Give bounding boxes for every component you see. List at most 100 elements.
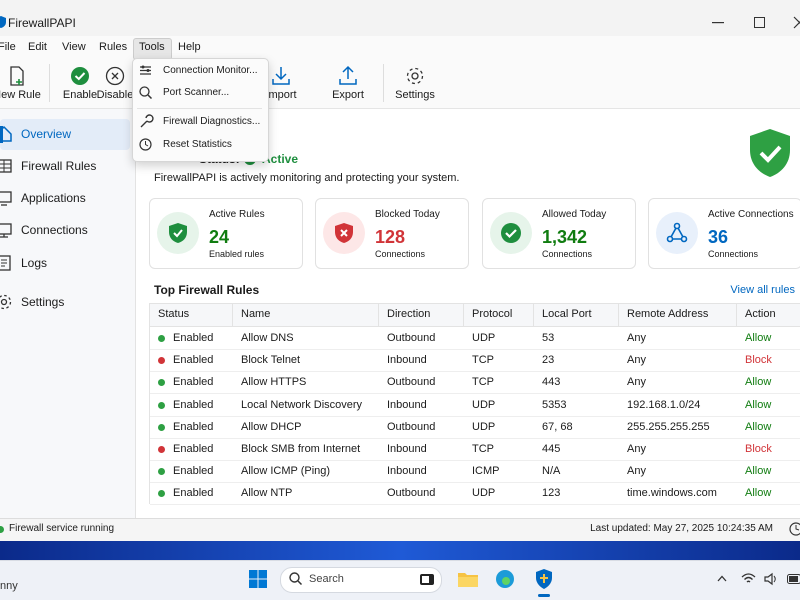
table-cell: Outbound bbox=[387, 420, 436, 433]
table-cell: Allow DNS bbox=[241, 332, 294, 344]
sidebar-accent bbox=[0, 126, 3, 143]
sidebar-icon[interactable] bbox=[0, 255, 12, 271]
dropdown-icon bbox=[139, 86, 153, 100]
toolbar-button[interactable]: Disable bbox=[96, 89, 134, 101]
table-cell: Enabled bbox=[173, 354, 214, 367]
column-header: Status bbox=[158, 308, 190, 320]
menu-item[interactable]: Edit bbox=[28, 41, 47, 53]
table-cell: Enabled bbox=[173, 332, 214, 344]
sidebar-item[interactable]: Settings bbox=[21, 295, 65, 309]
row-divider bbox=[150, 371, 800, 373]
menu-item[interactable]: View bbox=[62, 41, 86, 53]
status-dot bbox=[158, 335, 165, 342]
toolbar-icon[interactable] bbox=[7, 66, 27, 86]
toolbar-icon[interactable] bbox=[271, 66, 291, 86]
start-button[interactable] bbox=[249, 570, 267, 588]
toolbar-button[interactable]: New Rule bbox=[0, 89, 41, 101]
column-header: Local Port bbox=[542, 308, 592, 320]
card-icon bbox=[335, 223, 353, 243]
card-value: 1,342 bbox=[542, 227, 588, 247]
sidebar-item[interactable]: Applications bbox=[21, 191, 86, 205]
table-cell: Enabled bbox=[173, 398, 214, 411]
sidebar-item[interactable]: Firewall Rules bbox=[21, 159, 97, 173]
battery-icon[interactable] bbox=[787, 574, 800, 584]
close-button[interactable] bbox=[793, 16, 800, 29]
table-cell: Any bbox=[627, 354, 646, 367]
row-divider bbox=[150, 504, 800, 506]
status-dot bbox=[158, 379, 165, 387]
sidebar-selected bbox=[0, 119, 130, 150]
explorer-icon[interactable] bbox=[458, 571, 478, 587]
table-cell: Outbound bbox=[387, 332, 436, 344]
column-header: Protocol bbox=[472, 308, 513, 320]
table-cell: Allow HTTPS bbox=[241, 376, 307, 389]
toolbar-button[interactable]: Import bbox=[265, 89, 297, 101]
table-cell: ICMP bbox=[472, 465, 500, 478]
edge-icon[interactable] bbox=[495, 569, 515, 589]
dropdown-item[interactable]: Reset Statistics bbox=[163, 139, 232, 150]
table-cell: 67, 68 bbox=[542, 420, 573, 433]
minimize-button[interactable] bbox=[712, 22, 724, 24]
taskview-icon[interactable] bbox=[419, 571, 435, 587]
volume-icon[interactable] bbox=[764, 572, 778, 586]
card-subtitle: Connections bbox=[708, 249, 759, 259]
row-divider bbox=[150, 349, 800, 350]
search-text[interactable]: Search bbox=[309, 573, 344, 585]
menu-item[interactable]: Help bbox=[178, 41, 201, 53]
table-title: Top Firewall Rules bbox=[154, 283, 260, 297]
sidebar-icon[interactable] bbox=[0, 294, 12, 310]
maximize-button[interactable] bbox=[754, 17, 765, 28]
table-cell: Block Telnet bbox=[241, 354, 301, 367]
dropdown-item[interactable]: Firewall Diagnostics... bbox=[163, 116, 261, 127]
table-cell: 443 bbox=[542, 376, 561, 389]
rule-action: Allow bbox=[745, 332, 772, 344]
sidebar-icon[interactable] bbox=[0, 158, 12, 174]
table-cell: 23 bbox=[542, 354, 555, 367]
column-header: Action bbox=[745, 308, 776, 320]
column-divider bbox=[736, 304, 737, 326]
sidebar-item[interactable]: Connections bbox=[21, 223, 88, 237]
sidebar-item[interactable]: Overview bbox=[21, 127, 72, 141]
table-cell: Outbound bbox=[387, 376, 436, 389]
sidebar bbox=[0, 109, 136, 518]
toolbar-icon[interactable] bbox=[405, 66, 425, 86]
dropdown-item[interactable]: Connection Monitor... bbox=[163, 65, 258, 76]
status-value: Active bbox=[262, 152, 299, 166]
sidebar-icon[interactable] bbox=[0, 125, 12, 142]
menu-item[interactable]: File bbox=[0, 41, 16, 53]
rule-action: Allow bbox=[745, 420, 772, 433]
table-cell: Enabled bbox=[173, 487, 214, 500]
toolbar-button[interactable]: Enable bbox=[62, 89, 98, 101]
sidebar-icon[interactable] bbox=[0, 222, 12, 238]
table-cell: 53 bbox=[542, 332, 555, 344]
table-cell: Allow DHCP bbox=[241, 420, 302, 433]
status-dot bbox=[158, 490, 165, 498]
dropdown-item[interactable]: Port Scanner... bbox=[163, 87, 230, 98]
search-box[interactable] bbox=[280, 567, 442, 593]
row-divider bbox=[150, 437, 800, 439]
table-header-bg bbox=[150, 304, 800, 327]
view-all-link[interactable]: View all rules bbox=[730, 284, 795, 296]
table-frame bbox=[149, 303, 800, 504]
weather: nny bbox=[0, 580, 18, 592]
toolbar-icon[interactable] bbox=[70, 66, 90, 86]
toolbar-button[interactable]: Settings bbox=[395, 89, 435, 101]
tools-dropdown bbox=[132, 58, 269, 162]
column-header: Name bbox=[241, 308, 271, 320]
table-cell: Enabled bbox=[173, 443, 214, 455]
wifi-icon[interactable] bbox=[741, 573, 756, 584]
toolbar-icon[interactable] bbox=[338, 65, 358, 86]
firewall-taskbar-icon[interactable] bbox=[534, 568, 554, 590]
toolbar-button[interactable]: Export bbox=[332, 89, 364, 101]
column-divider bbox=[533, 304, 534, 326]
card-subtitle: Connections bbox=[375, 249, 426, 259]
tray-chevron[interactable] bbox=[717, 575, 727, 582]
table-cell: UDP bbox=[472, 420, 496, 433]
dropdown-separator bbox=[137, 108, 262, 109]
sidebar-item[interactable]: Logs bbox=[21, 256, 48, 270]
menu-item[interactable]: Rules bbox=[99, 41, 128, 53]
menu-item[interactable]: Tools bbox=[139, 41, 165, 53]
toolbar-icon[interactable] bbox=[105, 66, 125, 86]
sidebar-icon[interactable] bbox=[0, 190, 12, 206]
